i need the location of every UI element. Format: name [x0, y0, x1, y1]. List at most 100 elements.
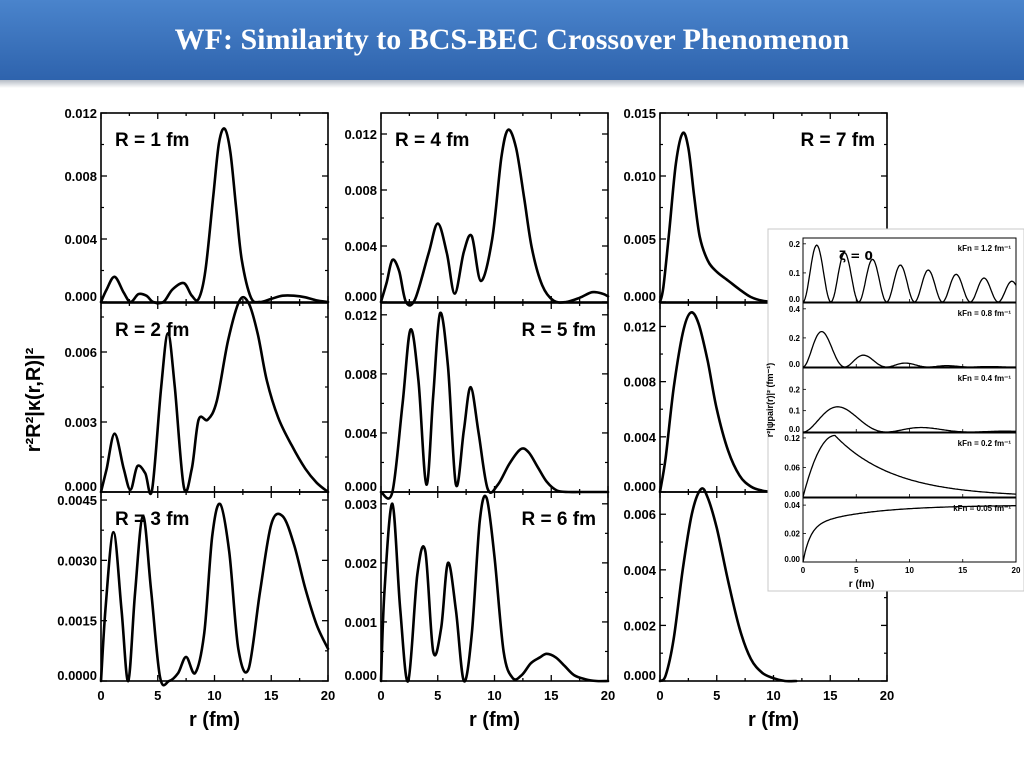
x-tick-label: 0	[377, 688, 384, 703]
x-tick-label: 10	[766, 688, 780, 703]
x-tick-label: 20	[880, 688, 894, 703]
y-tick-label: 0.004	[623, 563, 656, 578]
inset-y-axis-label: r²|ψpair(r)|² (fm⁻¹)	[765, 363, 775, 438]
y-tick-label: 0.008	[344, 367, 377, 382]
series-line	[658, 311, 775, 494]
inset-x-tick-label: 15	[958, 566, 967, 575]
series-line	[379, 128, 610, 307]
x-axis-label: r (fm)	[469, 709, 520, 731]
inset-series-line	[802, 406, 1016, 433]
inset-y-tick-label: 0.2	[789, 334, 801, 343]
x-tick-label: 0	[97, 688, 104, 703]
title-bar-shadow	[0, 80, 1024, 88]
x-tick-label: 0	[656, 688, 663, 703]
inset-panel-5: 0.00 0.02 0.04 kFn = 0.05 fm⁻¹ 0 5 10 15 20 r (fm…	[784, 497, 1021, 590]
inset-series-line	[802, 434, 1016, 498]
inset-y-tick-label: 0.00	[784, 490, 800, 499]
panel-label: R = 5 fm	[522, 320, 596, 341]
y-tick-label: 0.012	[344, 308, 377, 323]
y-tick-label: 0.004	[64, 232, 97, 247]
inset-x-tick-label: 10	[905, 566, 914, 575]
y-tick-label: 0.0030	[57, 553, 97, 568]
x-tick-label: 20	[321, 688, 335, 703]
inset-x-tick-label: 0	[801, 566, 806, 575]
y-tick-label: 0.012	[64, 106, 97, 121]
inset-y-tick-label: 0.1	[789, 269, 801, 278]
inset-panel-3: 0.0 0.1 0.2 kFn = 0.4 fm⁻¹	[789, 367, 1017, 434]
panel-1: 0.000 0.004 0.008 0.012 R = 1 fm	[64, 106, 330, 305]
y-tick-label: 0.015	[623, 106, 656, 121]
inset-x-tick-label: 5	[854, 566, 859, 575]
inset-y-tick-label: 0.12	[784, 434, 800, 443]
panel-5: 0.000 0.004 0.008 0.012 R = 5 fm	[344, 302, 610, 500]
inset-panel-label: kFn = 0.4 fm⁻¹	[958, 374, 1012, 383]
y-tick-label: 0.000	[64, 479, 97, 494]
inset-chart: 0.0 0.1 0.2 kFn = 1.2 fm⁻¹ ζ = 0 0.0 0.2 0.4 kFn…	[765, 228, 1024, 592]
y-tick-label: 0.000	[344, 668, 377, 683]
panel-label: R = 2 fm	[115, 320, 189, 341]
main-y-axis-label: r²R²|κ(r,R)|²	[23, 347, 45, 452]
inset-panel-4: 0.00 0.06 0.12 kFn = 0.2 fm⁻¹	[784, 432, 1017, 499]
zeta-label: ζ = 0	[839, 249, 873, 263]
panel-label: R = 6 fm	[522, 509, 596, 530]
inset-y-tick-label: 0.06	[784, 463, 800, 472]
x-tick-label: 10	[487, 688, 501, 703]
inset-y-tick-label: 0.0	[789, 360, 801, 369]
panel-2: 0.000 0.004 0.008 0.012 R = 4 fm	[344, 112, 610, 307]
panel-label: R = 4 fm	[395, 130, 469, 151]
inset-panel-2: 0.0 0.2 0.4 kFn = 0.8 fm⁻¹	[789, 302, 1017, 369]
inset-y-tick-label: 0.0	[789, 425, 801, 434]
inset-panel-1: 0.0 0.1 0.2 kFn = 1.2 fm⁻¹ ζ = 0	[789, 237, 1017, 304]
y-tick-label: 0.000	[64, 289, 97, 304]
inset-series-line	[802, 505, 1016, 563]
x-tick-label: 5	[154, 688, 161, 703]
y-tick-label: 0.000	[344, 479, 377, 494]
y-tick-label: 0.012	[623, 319, 656, 334]
panel-label: R = 1 fm	[115, 130, 189, 151]
series-line	[658, 487, 798, 683]
inset-x-axis-label: r (fm)	[849, 579, 875, 590]
title-bar	[0, 0, 1024, 80]
series-line	[379, 494, 610, 683]
y-tick-label: 0.008	[64, 169, 97, 184]
series-line	[99, 502, 330, 687]
inset-panel-label: kFn = 0.05 fm⁻¹	[953, 504, 1011, 513]
x-tick-label: 10	[207, 688, 221, 703]
panel-3: 0.000 0.005 0.010 0.015 R = 7 fm	[623, 106, 888, 304]
y-tick-label: 0.008	[623, 375, 656, 390]
y-tick-label: 0.004	[344, 239, 377, 254]
inset-y-tick-label: 0.2	[789, 385, 801, 394]
inset-series-line	[802, 330, 1016, 368]
series-line	[99, 295, 330, 496]
inset-y-tick-label: 0.04	[784, 501, 800, 510]
series-line	[99, 127, 330, 305]
series-line	[379, 311, 610, 500]
y-tick-label: 0.006	[64, 345, 97, 360]
y-tick-label: 0.003	[64, 415, 97, 430]
inset-panel-label: kFn = 1.2 fm⁻¹	[958, 244, 1012, 253]
panel-8: 0.000 0.001 0.002 0.003 R = 6 fm 0 5 10 15 20 r (f…	[344, 491, 615, 731]
inset-panel-label: kFn = 0.8 fm⁻¹	[958, 309, 1012, 318]
y-tick-label: 0.0015	[57, 614, 97, 629]
inset-panel-label: kFn = 0.2 fm⁻¹	[958, 439, 1012, 448]
series-line	[658, 131, 775, 304]
panel-label: R = 7 fm	[801, 130, 875, 151]
y-tick-label: 0.001	[344, 615, 377, 630]
y-tick-label: 0.000	[623, 479, 656, 494]
x-tick-label: 20	[601, 688, 615, 703]
y-tick-label: 0.006	[623, 507, 656, 522]
inset-series-line	[802, 244, 1017, 303]
y-tick-label: 0.000	[344, 289, 377, 304]
y-tick-label: 0.000	[623, 668, 656, 683]
inset-y-tick-label: 0.0	[789, 295, 801, 304]
inset-x-tick-label: 20	[1012, 566, 1021, 575]
inset-y-tick-label: 0.00	[784, 555, 800, 564]
x-tick-label: 15	[823, 688, 837, 703]
panel-4: 0.000 0.003 0.006 R = 2 fm	[64, 295, 330, 496]
inset-y-tick-label: 0.02	[784, 530, 800, 539]
y-tick-label: 0.002	[623, 618, 656, 633]
x-axis-label: r (fm)	[189, 709, 240, 731]
